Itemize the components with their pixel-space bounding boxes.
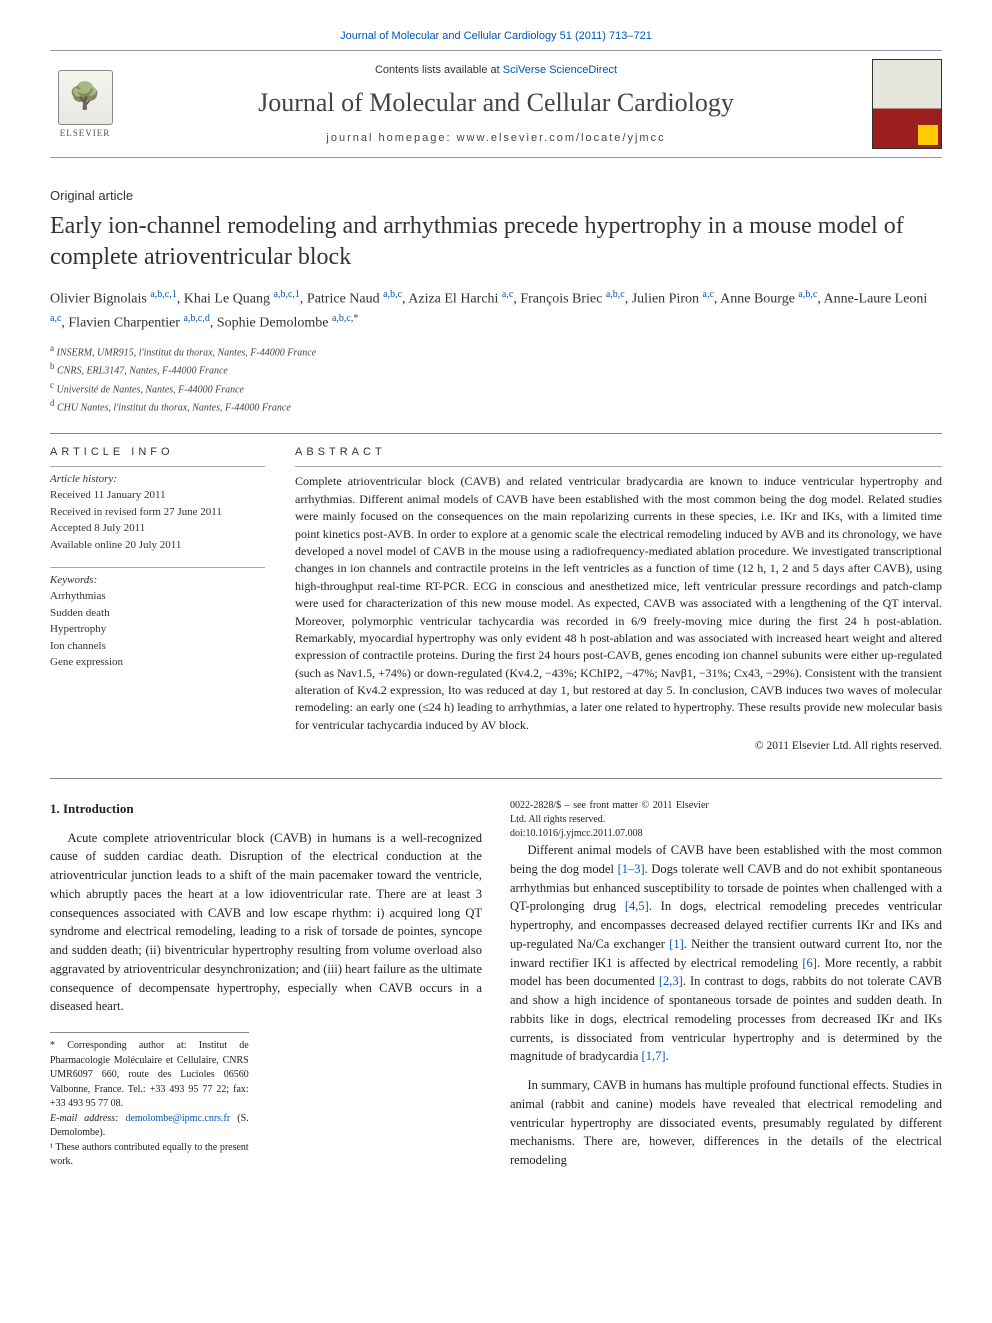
article-info-label: ARTICLE INFO bbox=[50, 446, 265, 458]
affiliation-item: d CHU Nantes, l'institut du thorax, Nant… bbox=[50, 397, 942, 415]
ref-link[interactable]: [1,7] bbox=[642, 1049, 666, 1063]
ref-link[interactable]: [1–3] bbox=[618, 862, 645, 876]
body-paragraph: Different animal models of CAVB have bee… bbox=[510, 841, 942, 1066]
body-paragraph: Acute complete atrioventricular block (C… bbox=[50, 829, 482, 1017]
publisher-name: ELSEVIER bbox=[60, 128, 111, 138]
affiliation-list: a INSERM, UMR915, l'institut du thorax, … bbox=[50, 342, 942, 415]
equal-contribution-note: ¹ These authors contributed equally to t… bbox=[50, 1141, 249, 1170]
abstract-text: Complete atrioventricular block (CAVB) a… bbox=[295, 473, 942, 734]
divider bbox=[50, 567, 265, 568]
citation-header[interactable]: Journal of Molecular and Cellular Cardio… bbox=[50, 30, 942, 42]
history-item: Received in revised form 27 June 2011 bbox=[50, 504, 265, 521]
contents-line: Contents lists available at SciVerse Sci… bbox=[135, 64, 857, 76]
header-center: Contents lists available at SciVerse Sci… bbox=[135, 64, 857, 144]
abstract-label: ABSTRACT bbox=[295, 446, 942, 458]
journal-name: Journal of Molecular and Cellular Cardio… bbox=[135, 88, 857, 118]
keyword-item: Gene expression bbox=[50, 654, 265, 671]
email-link[interactable]: demolombe@ipmc.cnrs.fr bbox=[125, 1113, 230, 1124]
journal-cover-thumb bbox=[872, 59, 942, 149]
homepage-url[interactable]: www.elsevier.com/locate/yjmcc bbox=[457, 132, 666, 144]
homepage-label: journal homepage: bbox=[326, 132, 456, 144]
history-item: Accepted 8 July 2011 bbox=[50, 520, 265, 537]
doi-line: doi:10.1016/j.yjmcc.2011.07.008 bbox=[510, 827, 709, 841]
ref-link[interactable]: [6] bbox=[802, 956, 817, 970]
keyword-item: Sudden death bbox=[50, 605, 265, 622]
info-abstract-row: ARTICLE INFO Article history: Received 1… bbox=[50, 446, 942, 752]
ref-link[interactable]: [4,5] bbox=[625, 899, 649, 913]
doi-block: 0022-2828/$ – see front matter © 2011 El… bbox=[510, 799, 709, 841]
email-label: E-mail address: bbox=[50, 1113, 125, 1124]
section-heading-intro: 1. Introduction bbox=[50, 799, 482, 819]
article-title: Early ion-channel remodeling and arrhyth… bbox=[50, 211, 942, 273]
publisher-logo: ELSEVIER bbox=[50, 64, 120, 144]
body-text: 1. Introduction Acute complete atriovent… bbox=[50, 799, 942, 1179]
affiliation-item: b CNRS, ERL3147, Nantes, F-44000 France bbox=[50, 360, 942, 378]
divider bbox=[50, 433, 942, 434]
divider bbox=[50, 778, 942, 779]
history-item: Received 11 January 2011 bbox=[50, 487, 265, 504]
divider bbox=[50, 466, 265, 467]
keyword-item: Ion channels bbox=[50, 638, 265, 655]
article-type: Original article bbox=[50, 188, 942, 203]
article-info-column: ARTICLE INFO Article history: Received 1… bbox=[50, 446, 265, 752]
elsevier-tree-icon bbox=[58, 70, 113, 125]
body-paragraph: In summary, CAVB in humans has multiple … bbox=[510, 1076, 942, 1170]
homepage-line: journal homepage: www.elsevier.com/locat… bbox=[135, 132, 857, 144]
journal-header: ELSEVIER Contents lists available at Sci… bbox=[50, 50, 942, 158]
keyword-item: Arrhythmias bbox=[50, 588, 265, 605]
affiliation-item: c Université de Nantes, Nantes, F-44000 … bbox=[50, 379, 942, 397]
abstract-column: ABSTRACT Complete atrioventricular block… bbox=[295, 446, 942, 752]
email-line: E-mail address: demolombe@ipmc.cnrs.fr (… bbox=[50, 1112, 249, 1141]
ref-link[interactable]: [2,3] bbox=[659, 974, 683, 988]
history-item: Available online 20 July 2011 bbox=[50, 537, 265, 554]
keyword-item: Hypertrophy bbox=[50, 621, 265, 638]
keywords-list: ArrhythmiasSudden deathHypertrophyIon ch… bbox=[50, 588, 265, 671]
sciencedirect-link[interactable]: SciVerse ScienceDirect bbox=[503, 64, 617, 76]
copyright-line: © 2011 Elsevier Ltd. All rights reserved… bbox=[295, 740, 942, 752]
contents-prefix: Contents lists available at bbox=[375, 64, 503, 76]
corresponding-author-note: * Corresponding author at: Institut de P… bbox=[50, 1039, 249, 1112]
keywords-label: Keywords: bbox=[50, 574, 265, 586]
front-matter-line: 0022-2828/$ – see front matter © 2011 El… bbox=[510, 799, 709, 827]
divider bbox=[295, 466, 942, 467]
article-history: Received 11 January 2011Received in revi… bbox=[50, 487, 265, 553]
ref-link[interactable]: [1] bbox=[669, 937, 684, 951]
article-history-label: Article history: bbox=[50, 473, 265, 485]
author-list: Olivier Bignolais a,b,c,1, Khai Le Quang… bbox=[50, 287, 942, 334]
affiliation-item: a INSERM, UMR915, l'institut du thorax, … bbox=[50, 342, 942, 360]
